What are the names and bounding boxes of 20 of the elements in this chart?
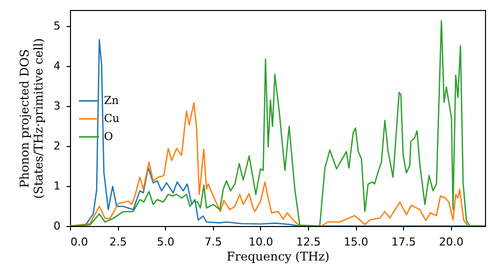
- x-tick-label: 7.5: [204, 236, 222, 248]
- y-tick-label: 1: [54, 180, 60, 192]
- legend-label: Cu: [104, 112, 120, 125]
- x-axis-title: Frequency (THz): [226, 250, 330, 264]
- y-tick-label: 4: [54, 60, 60, 72]
- legend-label: O: [104, 130, 114, 143]
- x-tick-label: 0.0: [70, 236, 88, 248]
- x-tick-label: 10.0: [248, 236, 274, 248]
- legend-label: Zn: [104, 94, 119, 107]
- x-tick-label: 2.5: [109, 236, 127, 248]
- y-tick-label: 3: [54, 100, 60, 112]
- x-tick-label: 17.5: [391, 236, 416, 248]
- y-tick-label: 0: [54, 220, 60, 232]
- y-tick-label: 5: [54, 20, 60, 32]
- x-tick-label: 5.0: [156, 236, 174, 248]
- x-tick-label: 12.5: [296, 236, 321, 248]
- x-tick-label: 20.0: [438, 236, 464, 248]
- x-tick-label: 15.0: [344, 236, 368, 248]
- y-axis-title: Phonon projected DOS (States/THz·primitive cell): [18, 38, 46, 199]
- y-tick-label: 2: [54, 140, 60, 152]
